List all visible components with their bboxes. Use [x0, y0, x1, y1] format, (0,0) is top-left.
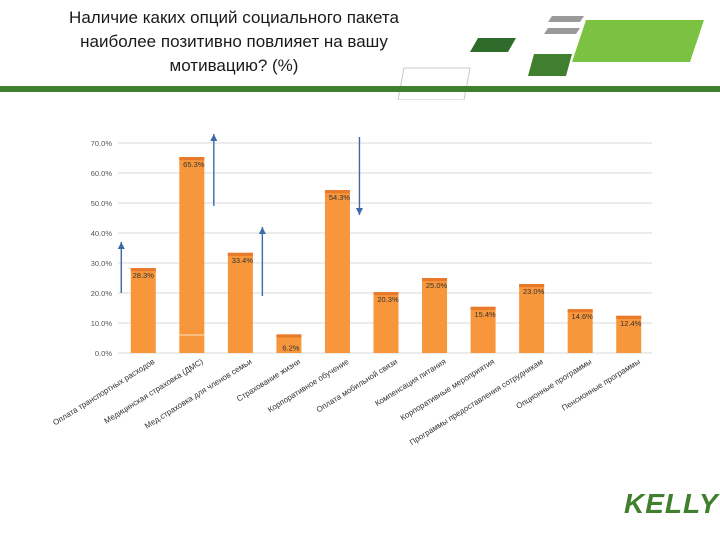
- data-label: 65.3%: [183, 160, 205, 169]
- bar-top-edge: [567, 309, 593, 313]
- data-label: 6.2%: [282, 343, 299, 352]
- bars: [130, 157, 642, 353]
- data-label: 25.0%: [426, 281, 448, 290]
- kelly-logo: KELLY: [624, 488, 719, 519]
- data-label: 54.3%: [329, 193, 351, 202]
- bar-top-edge: [422, 278, 448, 281]
- arrow-head: [355, 208, 363, 215]
- bar: [227, 252, 253, 353]
- y-tick-label: 70.0%: [91, 139, 113, 148]
- x-category-label: Корпоративные мероприятия: [399, 357, 496, 422]
- bar-top-edge: [616, 315, 642, 319]
- arrow-head: [117, 242, 125, 249]
- bar: [276, 334, 302, 353]
- x-category-label: Корпоративное обучение: [266, 357, 351, 415]
- bar: [373, 292, 399, 353]
- arrow-head: [210, 134, 218, 141]
- title-rule: [0, 86, 720, 92]
- bar: [179, 157, 205, 353]
- bar: [130, 268, 156, 353]
- annotation-arrows: [117, 134, 363, 296]
- deco-parallelogram-green: [572, 20, 704, 62]
- y-tick-label: 30.0%: [91, 259, 113, 268]
- data-label: 33.4%: [232, 256, 254, 265]
- y-tick-label: 50.0%: [91, 199, 113, 208]
- bar: [422, 278, 448, 353]
- bar-top-edge: [179, 157, 205, 161]
- bar: [567, 309, 593, 353]
- data-label: 12.4%: [620, 319, 642, 328]
- bar-top-edge: [373, 292, 399, 296]
- x-category-label: Оплата мобильной связи: [315, 357, 399, 414]
- bar-top-edge: [276, 334, 302, 338]
- bar-top-edge: [227, 252, 253, 256]
- y-tick-label: 10.0%: [91, 319, 113, 328]
- bar: [616, 315, 642, 353]
- value-labels: 28.3% 65.3% 33.4% 6.2% 54.3% 20.3% 25.0% 15.4% 2…: [133, 160, 642, 352]
- bar: [519, 284, 545, 353]
- x-axis-category-labels: Оплата транспортных расходовМедицинская …: [51, 357, 642, 447]
- y-axis-tick-labels: 0.0% 10.0% 20.0% 30.0% 40.0% 50.0% 60.0% 70.0%: [91, 139, 113, 358]
- y-tick-label: 20.0%: [91, 289, 113, 298]
- deco-parallelogram-grey-1: [548, 16, 584, 22]
- data-label: 23.0%: [523, 287, 545, 296]
- bar-top-edge: [130, 268, 156, 272]
- bar-top-edge: [470, 306, 496, 310]
- data-label: 28.3%: [133, 271, 155, 280]
- deco-parallelogram-grey-2: [544, 28, 580, 34]
- deco-parallelogram-mid: [528, 54, 572, 76]
- bar: [470, 306, 496, 353]
- y-tick-label: 60.0%: [91, 169, 113, 178]
- deco-parallelogram-dark: [470, 38, 516, 52]
- bar-top-edge: [519, 284, 545, 287]
- data-label: 20.3%: [377, 295, 399, 304]
- bar: [324, 190, 350, 353]
- bar-top-edge: [324, 190, 350, 194]
- y-tick-label: 40.0%: [91, 229, 113, 238]
- y-tick-label: 0.0%: [95, 349, 112, 358]
- data-label: 14.6%: [572, 312, 594, 321]
- slide-title: Наличие каких опций социального пакета н…: [69, 8, 399, 75]
- x-category-label: Пенсионные программы: [560, 357, 642, 413]
- data-label: 15.4%: [474, 310, 496, 319]
- arrow-head: [258, 227, 266, 234]
